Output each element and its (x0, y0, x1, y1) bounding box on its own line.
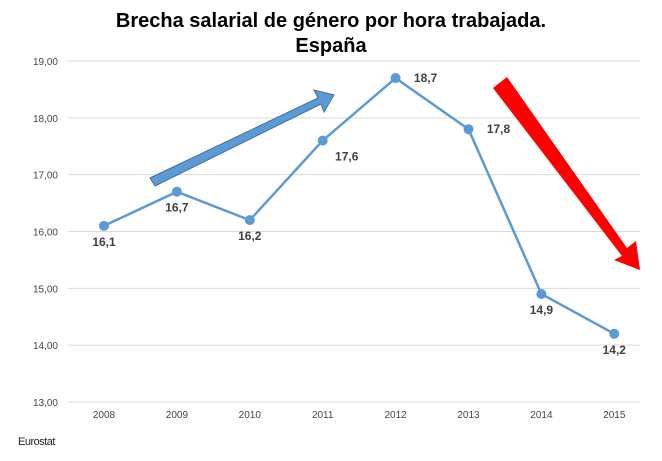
x-tick-label: 2011 (312, 410, 334, 421)
data-point (317, 135, 328, 146)
y-tick-label: 15,00 (33, 284, 58, 295)
data-point (609, 328, 620, 339)
x-tick-label: 2013 (457, 410, 480, 421)
y-tick-label: 16,00 (33, 228, 58, 239)
y-tick-label: 18,00 (33, 114, 58, 125)
x-tick-label: 2015 (603, 410, 626, 421)
data-point (171, 186, 182, 197)
series-line (103, 76, 615, 335)
y-tick-label: 17,00 (33, 171, 58, 182)
x-tick-label: 2014 (530, 410, 553, 421)
data-label: 18,7 (414, 71, 438, 85)
x-tick-label: 2010 (239, 410, 262, 421)
data-point (390, 73, 401, 84)
chart-title: Brecha salarial de género por hora traba… (115, 10, 547, 32)
source-label: Eurostat (18, 436, 55, 448)
data-label: 14,2 (603, 343, 627, 357)
chart-subtitle: España (295, 35, 367, 57)
y-tick-label: 19,00 (33, 57, 58, 68)
data-point (244, 215, 255, 226)
data-label: 16,7 (165, 201, 189, 215)
data-point (463, 124, 474, 135)
data-label: 17,6 (335, 150, 359, 164)
x-tick-label: 2009 (166, 410, 189, 421)
data-label: 16,1 (92, 235, 116, 249)
arrow-up-annotation (149, 89, 335, 187)
x-tick-label: 2008 (93, 410, 116, 421)
data-label: 14,9 (530, 303, 554, 317)
arrow-down-annotation (493, 77, 640, 270)
x-tick-label: 2012 (384, 410, 407, 421)
data-label: 16,2 (238, 229, 262, 243)
y-tick-label: 14,00 (33, 341, 58, 352)
y-tick-label: 13,00 (33, 398, 58, 409)
data-label: 17,8 (487, 122, 511, 136)
data-point (536, 289, 547, 300)
data-point (99, 220, 109, 231)
